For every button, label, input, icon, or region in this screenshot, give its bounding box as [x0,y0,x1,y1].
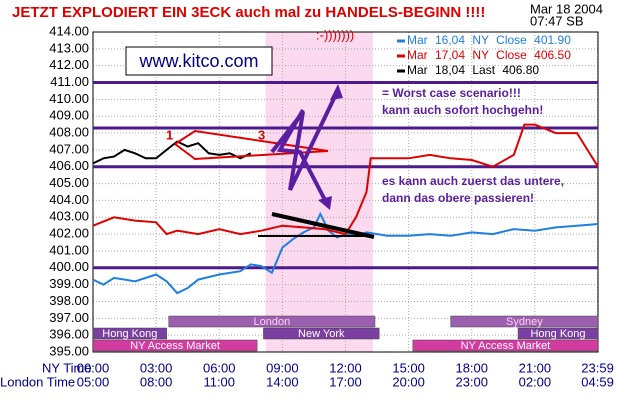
y-tick-label: 406.00 [49,158,89,173]
session-label: London [253,316,290,328]
y-tick-label: 402.00 [49,226,89,241]
session-label: New York [298,328,345,340]
annotation: 3 [258,127,265,142]
y-tick-label: 410.00 [49,91,89,106]
session-bar [517,327,599,340]
session-label: Sydney [506,316,543,328]
session-bar [263,327,380,340]
legend-label: Mar 16,04 NY Close 401.90 [407,33,571,47]
x-tick-label: 11:00 [203,374,235,389]
x-tick-label: 09:00 [266,360,299,375]
x-tick-label: 00:00 [77,360,110,375]
y-tick-label: 414.00 [49,23,89,38]
session-label: NY Access Market [461,340,551,352]
y-tick-label: 397.00 [49,310,89,325]
arrow-path [276,109,328,203]
x-tick-label: 15:00 [392,360,425,375]
y-tick-label: 411.00 [50,74,89,89]
x-tick-label: 04:59 [581,374,614,389]
y-tick-label: 403.00 [49,209,89,224]
session-bar [450,315,599,328]
session-label: Hong Kong [102,328,157,340]
y-tick-label: 404.00 [49,192,89,207]
x-tick-label: 18:00 [455,360,488,375]
session-bar [412,339,599,352]
y-tick-label: 405.00 [49,175,89,190]
source-box [125,46,273,76]
x-tick-label: 20:00 [392,374,425,389]
session-label: Hong Kong [530,328,585,340]
series-line [92,123,599,236]
annotation: 1 [166,127,173,142]
y-tick-label: 413.00 [49,40,89,55]
annotation: = Worst case scenario!!! [382,86,521,100]
x-tick-label: 06:00 [203,360,236,375]
y-tick-label: 409.00 [49,108,89,123]
time: 07:47 SB [530,13,584,28]
x-tick-label: 17:00 [329,374,362,389]
x-tick-label: 21:00 [519,360,552,375]
arrow-head [330,84,343,100]
y-tick-label: 408.00 [49,124,89,139]
annotation: kann auch sofort hochgehn! [382,103,543,117]
legend-label: Mar 17,04 NY Close 406.50 [407,48,571,62]
y-tick-label: 412.00 [49,57,89,72]
arrow-head [318,196,332,210]
x-tick-label: 05:00 [77,374,110,389]
x-axis-title: London Time [0,374,75,389]
drawings [174,84,375,239]
series-line [92,140,252,165]
session-bar [92,327,167,340]
plot-frame [92,31,599,353]
y-tick-label: 401.00 [49,242,89,257]
annotation: :-))))))) [316,27,354,42]
y-tick-label: 396.00 [49,327,89,342]
x-tick-label: 03:00 [140,360,173,375]
session-label: NY Access Market [130,340,220,352]
session-bar [92,339,258,352]
trend-line [271,212,375,239]
annotation: dann das obere passieren! [382,191,534,205]
chart-title: JETZT EXPLODIERT EIN 3ECK auch mal zu HA… [12,4,485,21]
y-tick-label: 395.00 [49,343,89,358]
triangle [174,129,329,161]
x-tick-label: 12:00 [329,360,362,375]
y-tick-label: 398.00 [49,293,89,308]
y-tick-label: 407.00 [49,141,89,156]
date: Mar 18 2004 [530,1,603,16]
annotation: es kann auch zuerst das untere, [382,174,564,188]
x-tick-label: 08:00 [140,374,173,389]
session-bar [168,315,376,328]
x-tick-label: 02:00 [519,374,552,389]
source: www.kitco.com [138,51,258,71]
legend-label: Mar 18,04 Last 406.80 [407,63,539,77]
x-tick-label: 14:00 [266,374,299,389]
y-tick-label: 400.00 [49,259,89,274]
x-tick-label: 23:59 [581,360,614,375]
x-tick-label: 23:00 [455,374,488,389]
x-axis-title: NY Time [42,360,92,375]
y-tick-label: 399.00 [49,276,89,291]
